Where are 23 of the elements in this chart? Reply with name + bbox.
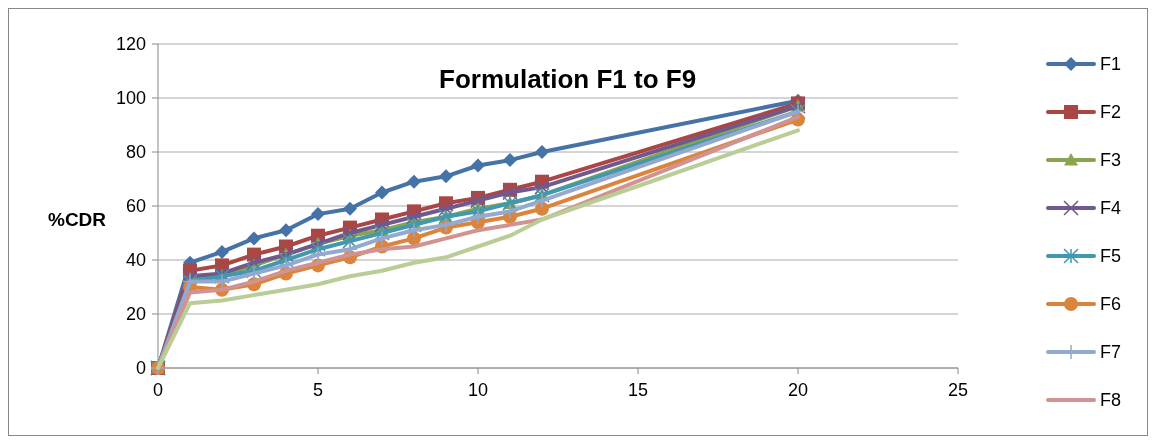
y-tick-label: 20 [125,304,146,325]
x-tick-label: 10 [467,380,489,400]
y-tick-label: 60 [125,196,146,217]
legend-label: F8 [1100,390,1122,411]
legend-label: F1 [1100,54,1122,75]
legend-label: F2 [1100,102,1122,123]
x-tick-label: 25 [947,380,969,400]
x-tick-label: 20 [787,380,809,400]
x-tick-label: 0 [152,380,164,400]
legend-label: F7 [1100,342,1122,363]
legend-label: F6 [1100,294,1122,315]
y-tick-label: 100 [115,88,146,109]
x-tick-label: 15 [627,380,649,400]
legend-label: F5 [1100,246,1122,267]
text: Formulation F1 to F9 [439,64,697,94]
y-tick-label: 120 [115,34,146,55]
y-axis-title: %CDR [48,209,107,230]
y-tick-label: 80 [125,142,146,163]
y-tick-label: 40 [125,250,146,271]
x-tick-label: 5 [312,380,324,400]
y-tick-label: 0 [135,358,146,379]
legend-label: F4 [1100,198,1122,219]
legend-label: F3 [1100,150,1122,171]
